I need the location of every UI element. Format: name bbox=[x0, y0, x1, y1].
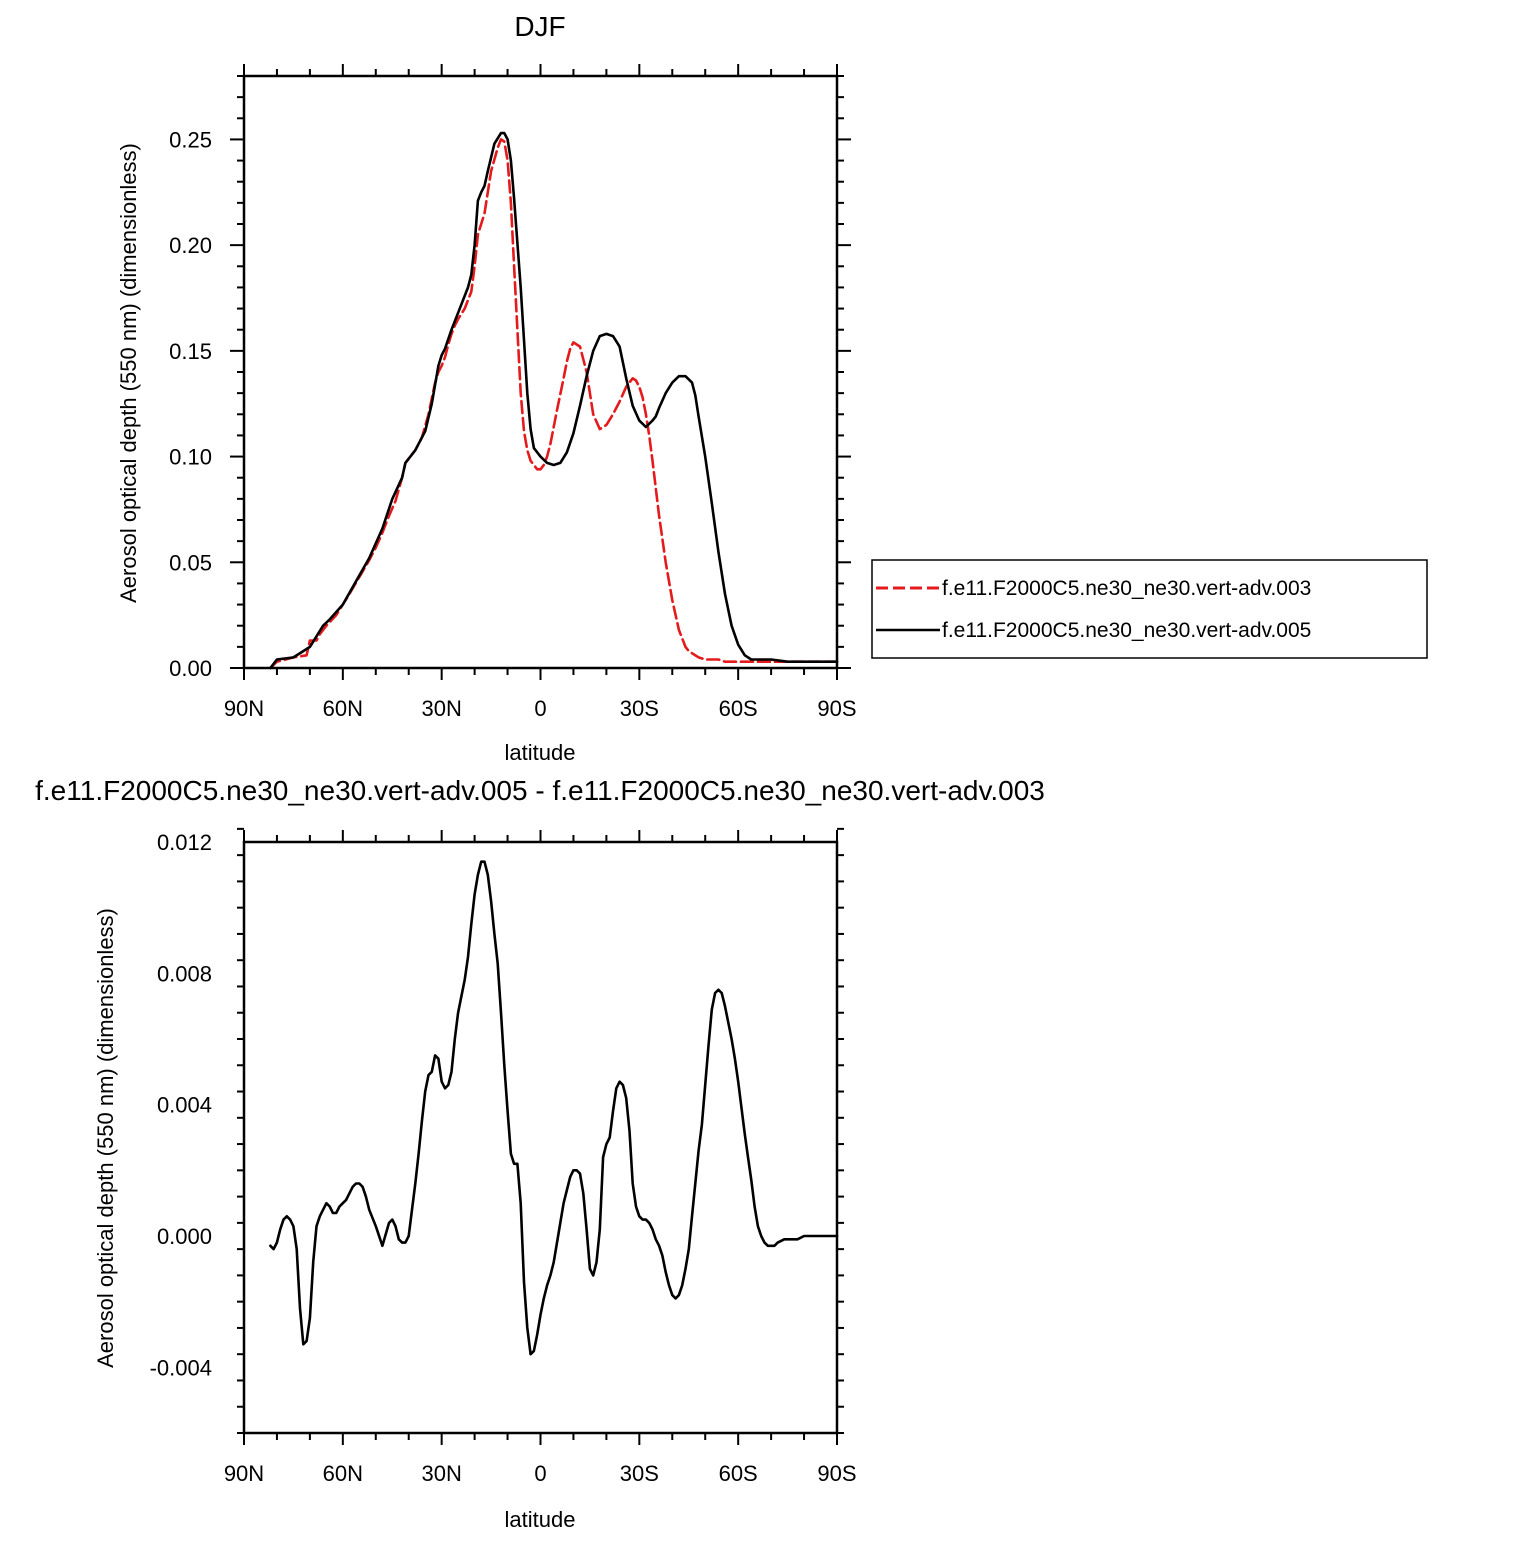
y-tick-label: 0.000 bbox=[157, 1224, 212, 1249]
y-tick-label: 0.00 bbox=[169, 656, 212, 681]
x-tick-label: 0 bbox=[534, 696, 546, 721]
bottom-panel: f.e11.F2000C5.ne30_ne30.vert-adv.005 - f… bbox=[35, 775, 1045, 1532]
series-line-0-0 bbox=[269, 138, 839, 670]
x-tick-label: 90S bbox=[817, 1461, 856, 1486]
x-tick-label: 30N bbox=[421, 1461, 461, 1486]
bottom-panel-y-axis-label: Aerosol optical depth (550 nm) (dimensio… bbox=[93, 908, 118, 1368]
x-tick-label: 60N bbox=[323, 696, 363, 721]
x-tick-label: 90N bbox=[224, 696, 264, 721]
legend-entry-1: f.e11.F2000C5.ne30_ne30.vert-adv.005 bbox=[942, 619, 1311, 642]
bottom-panel-title: f.e11.F2000C5.ne30_ne30.vert-adv.005 - f… bbox=[35, 775, 1045, 806]
y-tick-label: 0.10 bbox=[169, 445, 212, 470]
x-tick-label: 0 bbox=[534, 1461, 546, 1486]
y-tick-label: 0.008 bbox=[157, 961, 212, 986]
x-tick-label: 90S bbox=[817, 696, 856, 721]
legend: f.e11.F2000C5.ne30_ne30.vert-adv.003 f.e… bbox=[871, 559, 1428, 659]
y-tick-label: 0.20 bbox=[169, 233, 212, 258]
top-panel-title: DJF bbox=[514, 11, 565, 42]
x-tick-label: 30S bbox=[620, 1461, 659, 1486]
y-tick-label: 0.012 bbox=[157, 830, 212, 855]
bottom-panel-ticks bbox=[237, 827, 844, 1445]
series-line-1-0 bbox=[269, 860, 839, 1356]
x-tick-label: 30N bbox=[421, 696, 461, 721]
top-panel-x-axis-label: latitude bbox=[505, 740, 576, 765]
top-panel-y-axis-label: Aerosol optical depth (550 nm) (dimensio… bbox=[116, 143, 141, 603]
top-panel-series bbox=[269, 131, 839, 670]
legend-box bbox=[871, 559, 1428, 659]
series-line-0-1 bbox=[269, 131, 839, 670]
y-tick-label: -0.004 bbox=[150, 1355, 212, 1380]
y-tick-label: 0.25 bbox=[169, 127, 212, 152]
x-tick-label: 60S bbox=[719, 696, 758, 721]
y-tick-label: 0.004 bbox=[157, 1093, 212, 1118]
top-panel-tick-labels: 90N 60N 30N 0 30S 60S 90S 0.00 0.05 0.10 0.15 0.20 0… bbox=[169, 127, 856, 721]
x-tick-label: 90N bbox=[224, 1461, 264, 1486]
bottom-panel-series bbox=[269, 860, 839, 1356]
x-tick-label: 30S bbox=[620, 696, 659, 721]
top-panel-plot-frame bbox=[242, 74, 839, 670]
x-tick-label: 60N bbox=[323, 1461, 363, 1486]
y-tick-label: 0.15 bbox=[169, 339, 212, 364]
legend-entry-0: f.e11.F2000C5.ne30_ne30.vert-adv.003 bbox=[942, 577, 1311, 600]
top-panel-ticks bbox=[230, 64, 851, 680]
x-tick-label: 60S bbox=[719, 1461, 758, 1486]
bottom-panel-tick-labels: 90N 60N 30N 0 30S 60S 90S -0.004 0.000 0.004 0.008… bbox=[150, 830, 857, 1486]
top-panel: DJF Aerosol optical depth (550 nm) (dime… bbox=[116, 11, 857, 765]
bottom-panel-plot-frame bbox=[242, 840, 839, 1435]
y-tick-label: 0.05 bbox=[169, 550, 212, 575]
bottom-panel-x-axis-label: latitude bbox=[505, 1507, 576, 1532]
